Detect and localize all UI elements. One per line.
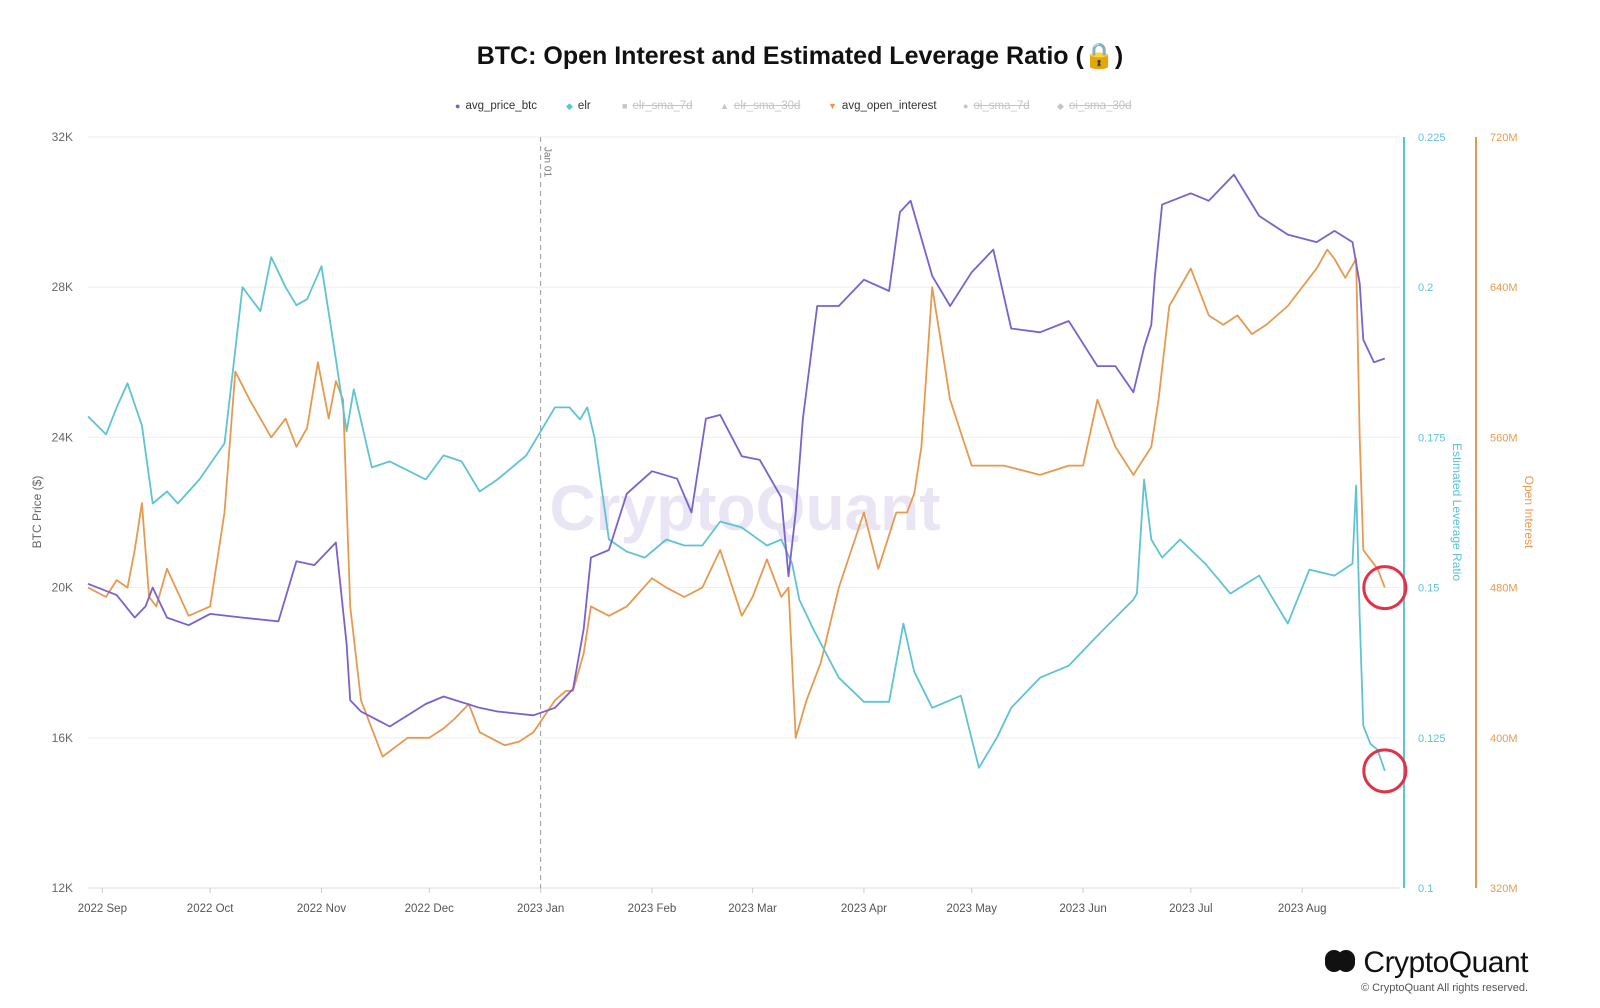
oi-highlight-circle xyxy=(1362,565,1408,611)
x-tick-label: 2022 Oct xyxy=(187,903,234,915)
y-tick-oi: 320M xyxy=(1490,883,1518,895)
y-tick-oi: 640M xyxy=(1490,282,1518,294)
y-tick-elr: 0.225 xyxy=(1418,132,1446,144)
cryptoquant-logo-icon xyxy=(1325,950,1357,974)
brand-name: CryptoQuant xyxy=(1363,946,1528,979)
legend-marker-icon: ▼ xyxy=(828,101,837,111)
legend-marker-icon: ● xyxy=(963,101,969,111)
legend-item-avg-open-interest[interactable]: ▼ avg_open_interest xyxy=(828,100,937,112)
legend-item-oi-sma-7d[interactable]: ● oi_sma_7d xyxy=(963,100,1030,112)
y-tick-left: 28K xyxy=(52,280,73,294)
legend-label: avg_open_interest xyxy=(841,100,937,112)
y-tick-oi: 560M xyxy=(1490,432,1518,444)
legend-label: oi_sma_30d xyxy=(1068,100,1132,112)
y-tick-left: 24K xyxy=(52,430,73,444)
y-tick-elr: 0.1 xyxy=(1418,883,1433,895)
y-tick-elr: 0.175 xyxy=(1418,432,1446,444)
y-axis-title-elr: Estimated Leverage Ratio xyxy=(1450,443,1464,581)
x-tick-label: 2023 Mar xyxy=(728,903,777,915)
legend-item-oi-sma-30d[interactable]: ◆ oi_sma_30d xyxy=(1057,100,1132,112)
y-axis-title-left: BTC Price ($) xyxy=(30,476,44,549)
y-tick-oi: 480M xyxy=(1490,583,1518,595)
legend-item-elr-sma-30d[interactable]: ▲ elr_sma_30d xyxy=(720,100,800,112)
y-tick-left: 12K xyxy=(52,881,73,895)
x-tick-label: 2023 Feb xyxy=(628,903,677,915)
brand-logo: CryptoQuant xyxy=(1325,946,1528,980)
x-tick-label: 2023 Jun xyxy=(1059,903,1106,915)
legend-item-elr[interactable]: ◆ elr xyxy=(566,100,591,112)
legend-label: oi_sma_7d xyxy=(973,100,1030,112)
legend-marker-icon: ● xyxy=(455,101,461,111)
series-line-elr xyxy=(87,256,1386,772)
y-tick-left: 32K xyxy=(52,130,73,144)
x-tick-label: 2022 Sep xyxy=(78,903,127,915)
copyright: © CryptoQuant All rights reserved. xyxy=(1360,982,1528,994)
elr-highlight-circle xyxy=(1362,748,1408,794)
x-tick-label: 2023 Apr xyxy=(841,903,887,915)
legend-label: elr_sma_30d xyxy=(733,100,801,112)
legend-marker-icon: ■ xyxy=(622,101,628,111)
y-tick-elr: 0.15 xyxy=(1418,583,1439,595)
series-line-avg-price-btc xyxy=(87,173,1386,728)
legend-item-avg-price-btc[interactable]: ● avg_price_btc xyxy=(455,100,537,112)
x-tick-label: 2022 Nov xyxy=(297,903,346,915)
y-tick-elr: 0.2 xyxy=(1418,282,1433,294)
legend-marker-icon: ◆ xyxy=(566,101,573,111)
legend-marker-icon: ◆ xyxy=(1057,101,1064,111)
legend-label: elr_sma_7d xyxy=(632,100,693,112)
x-tick-label: 2023 Jan xyxy=(517,903,564,915)
y-tick-oi: 720M xyxy=(1490,132,1518,144)
series-line-avg-open-interest xyxy=(87,248,1386,758)
legend: ● avg_price_btc ◆ elr ■ elr_sma_7d ▲ elr_sma_30… xyxy=(0,100,1600,116)
x-tick-label: 2023 Aug xyxy=(1278,903,1327,915)
legend-label: avg_price_btc xyxy=(465,100,538,112)
x-tick-label: 2023 Jul xyxy=(1169,903,1212,915)
chart-title: BTC: Open Interest and Estimated Leverag… xyxy=(476,42,1124,70)
legend-label: elr xyxy=(577,100,591,112)
y-tick-left: 20K xyxy=(52,581,73,595)
x-tick-label: 2022 Dec xyxy=(405,903,454,915)
y-axis-title-oi: Open Interest xyxy=(1522,476,1536,549)
y-tick-left: 16K xyxy=(52,731,73,745)
annotation-label: Jan 01 xyxy=(542,147,553,177)
x-tick-label: 2023 May xyxy=(946,903,997,915)
legend-marker-icon: ▲ xyxy=(720,101,729,111)
y-tick-oi: 400M xyxy=(1490,733,1518,745)
y-tick-elr: 0.125 xyxy=(1418,733,1446,745)
legend-item-elr-sma-7d[interactable]: ■ elr_sma_7d xyxy=(622,100,693,112)
